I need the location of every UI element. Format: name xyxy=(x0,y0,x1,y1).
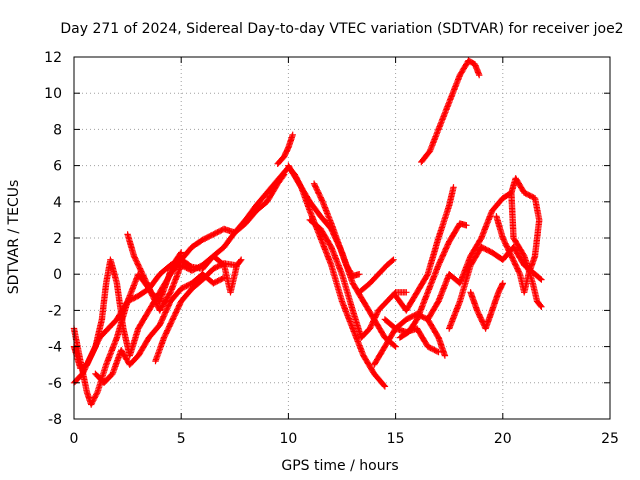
series-arc6 xyxy=(152,260,238,365)
series-arc5 xyxy=(124,231,185,305)
grid xyxy=(74,57,610,419)
series-arc11 xyxy=(356,256,397,296)
data-point-markers xyxy=(124,231,185,305)
y-tick-label: -4 xyxy=(48,340,62,356)
data-point-markers xyxy=(446,243,545,332)
y-tick-label: 4 xyxy=(53,195,62,211)
y-axis-label: SDTVAR / TECUs xyxy=(6,180,22,295)
data-point-markers xyxy=(467,280,506,332)
x-tick-label: 10 xyxy=(279,431,297,447)
series-arc14 xyxy=(392,184,457,314)
y-tick-label: 8 xyxy=(53,122,62,138)
series-arc18 xyxy=(446,243,545,332)
series-arc15 xyxy=(396,220,470,341)
y-tick-label: 0 xyxy=(53,267,62,283)
y-tick-label: 6 xyxy=(53,159,62,175)
y-tick-label: 12 xyxy=(44,50,62,66)
x-tick-label: 20 xyxy=(494,431,512,447)
data-point-markers xyxy=(274,131,296,167)
y-tick-label: -6 xyxy=(48,376,62,392)
data-point-markers xyxy=(493,175,545,310)
data-point-markers xyxy=(418,57,483,166)
data-point-markers xyxy=(396,220,470,341)
series-arc19 xyxy=(467,280,506,332)
series-arc9 xyxy=(306,216,410,341)
data-point-markers xyxy=(310,180,363,280)
y-tick-label: -8 xyxy=(48,412,62,428)
series-arc17 xyxy=(424,189,515,323)
tick-marks xyxy=(73,56,611,420)
x-tick-label: 15 xyxy=(387,431,405,447)
series-arc7 xyxy=(274,131,296,167)
data-point-markers xyxy=(424,189,515,323)
data-markers xyxy=(70,57,545,408)
y-tick-label: -2 xyxy=(48,303,62,319)
x-tick-label: 0 xyxy=(70,431,79,447)
series-arc20 xyxy=(493,175,545,310)
x-tick-label: 5 xyxy=(177,431,186,447)
series-arc10 xyxy=(310,180,363,280)
data-point-markers xyxy=(70,252,245,386)
tick-labels: 0 5 10 15 20 25 -8 -6 -4 -2 0 2 4 6 8 10 12 xyxy=(44,50,619,447)
data-point-markers xyxy=(306,216,410,341)
y-tick-label: 2 xyxy=(53,231,62,247)
data-point-markers xyxy=(392,184,457,314)
data-point-markers xyxy=(356,256,397,296)
x-tick-label: 25 xyxy=(601,431,619,447)
chart-title: Day 271 of 2024, Sidereal Day-to-day VTE… xyxy=(60,21,623,37)
series-arc16 xyxy=(418,57,483,166)
y-tick-label: 10 xyxy=(44,86,62,102)
series-arc3 xyxy=(70,252,245,386)
x-axis-label: GPS time / hours xyxy=(281,458,398,474)
data-point-markers xyxy=(152,260,238,365)
